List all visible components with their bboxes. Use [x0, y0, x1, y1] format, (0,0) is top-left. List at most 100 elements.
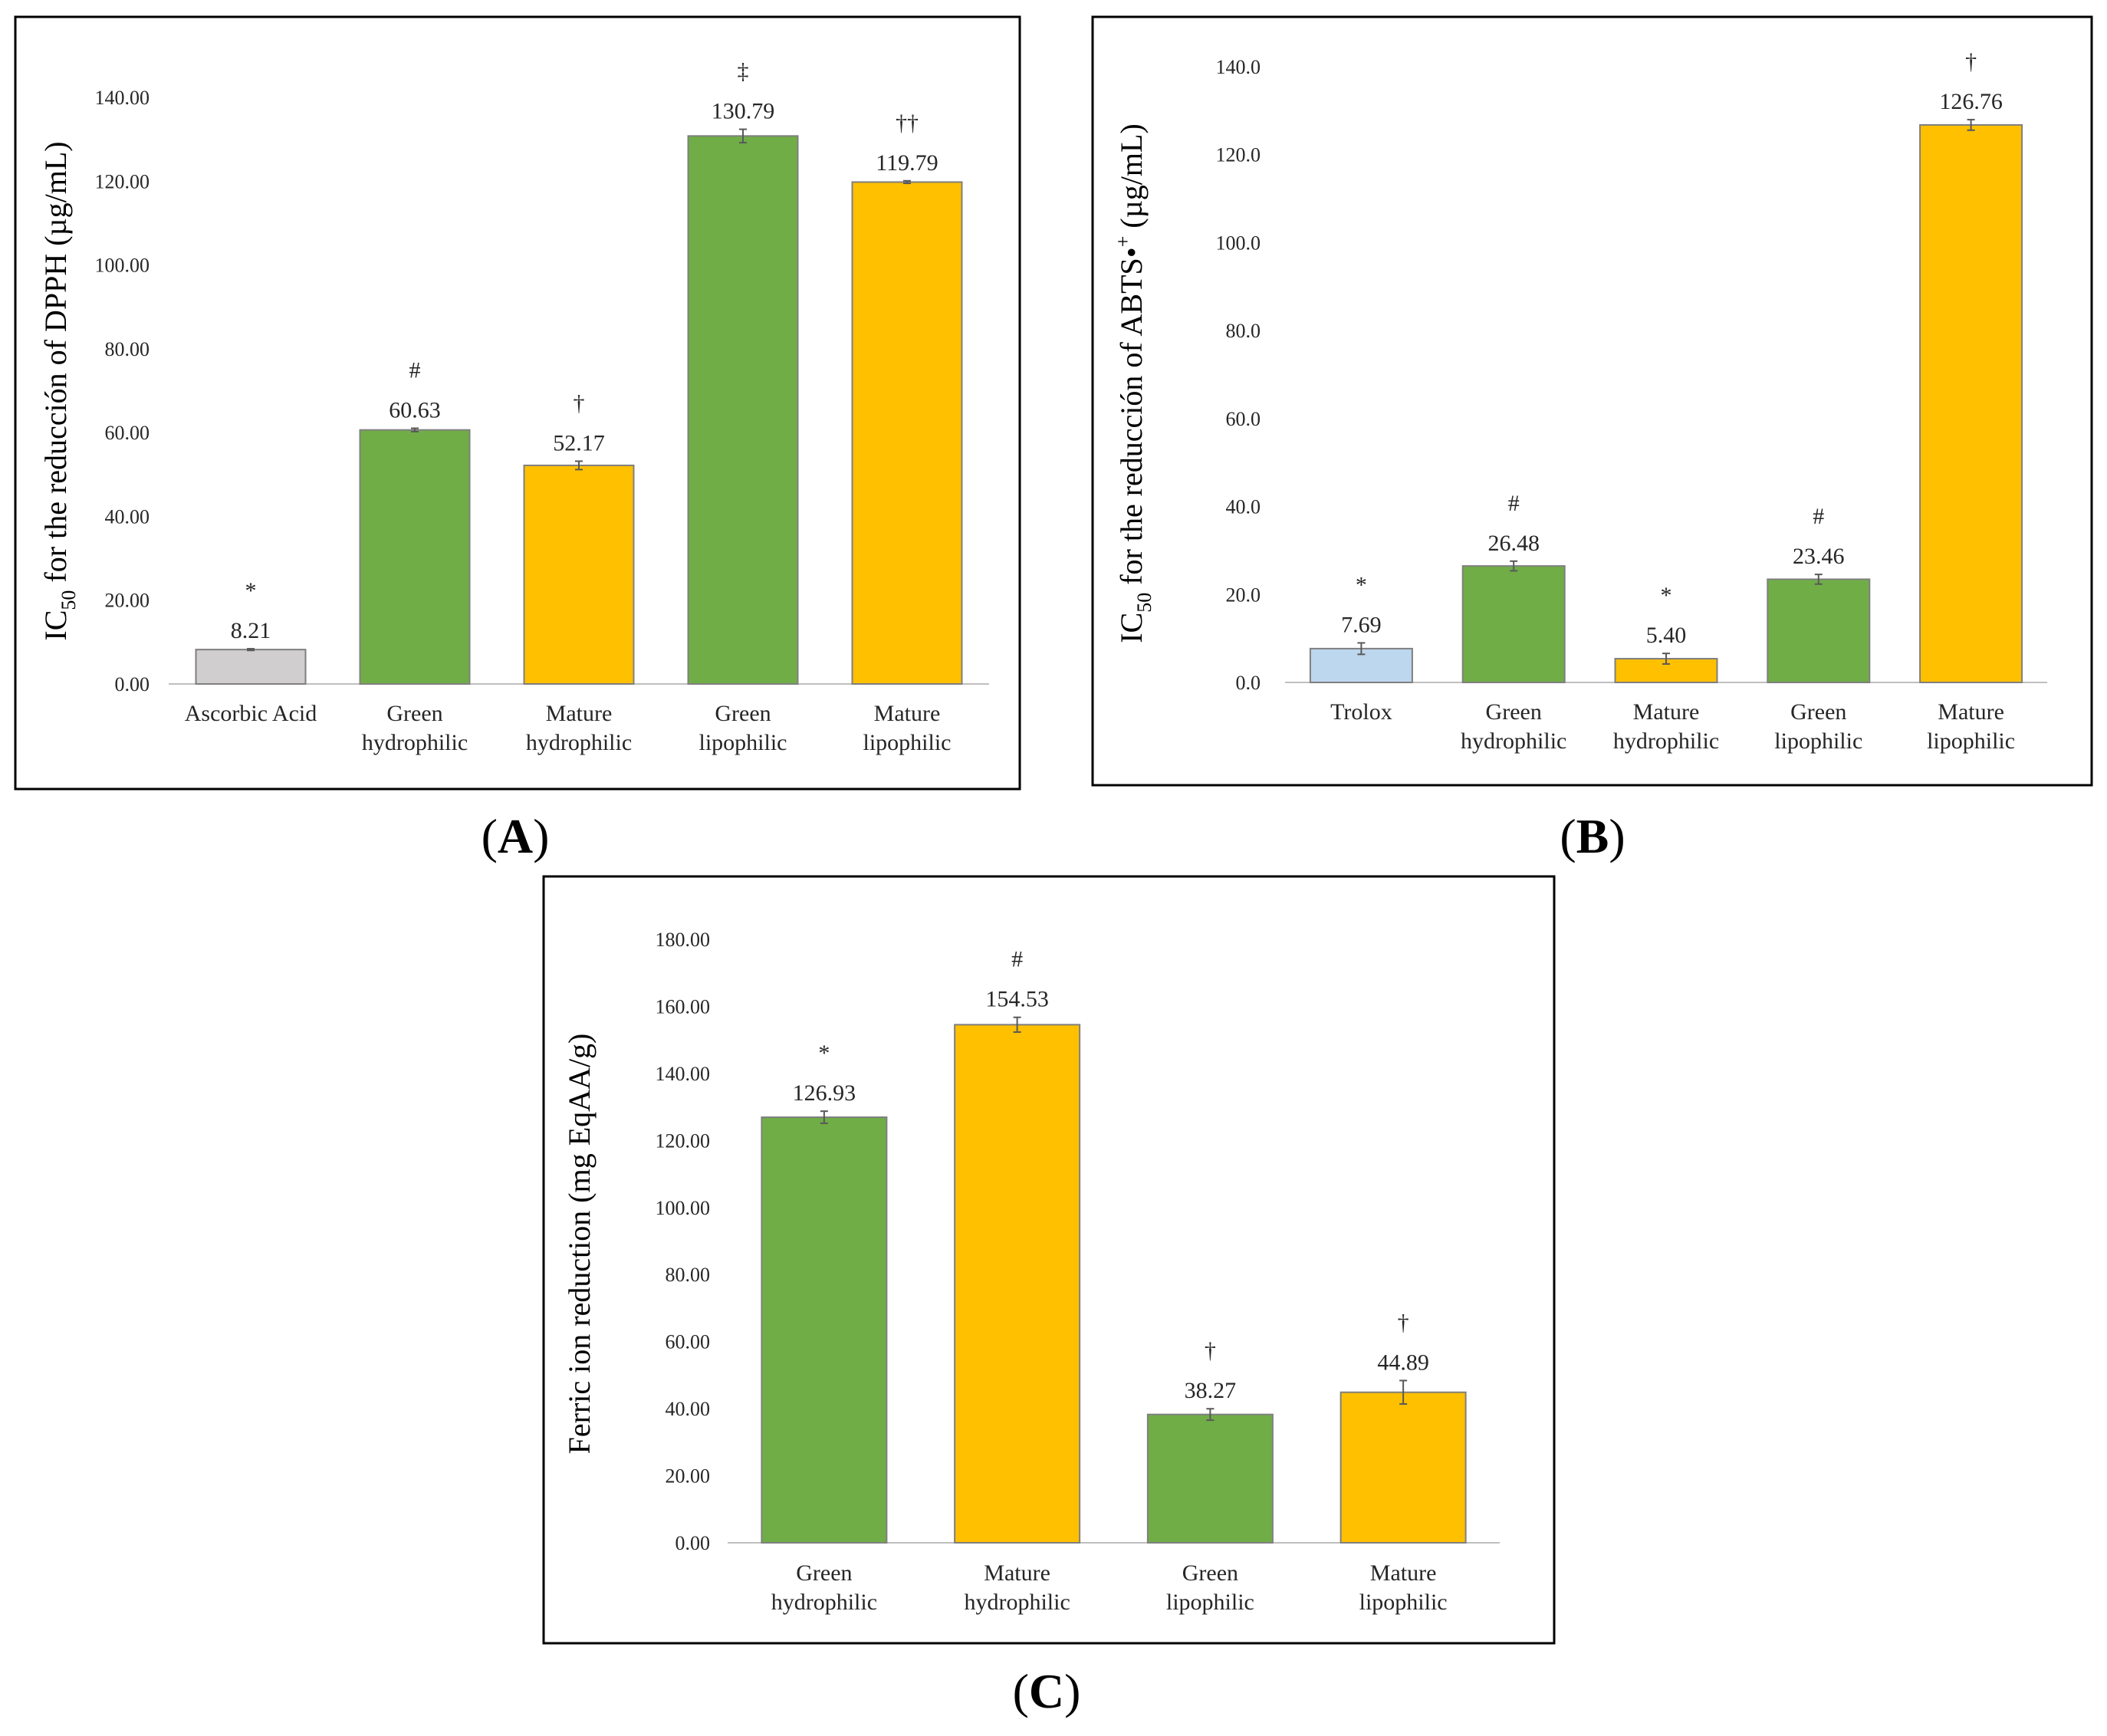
panel-c-ytick-label: 100.00 [656, 1197, 711, 1219]
panel-a-data-label: 8.21 [231, 618, 271, 643]
panel-a-ytick-label: 120.00 [95, 170, 150, 192]
panel-a-bar [359, 429, 471, 686]
panel-a-significance-mark: * [245, 578, 257, 603]
panel-a-ytick-label: 80.00 [105, 338, 150, 360]
panel-a-ytick-label: 0.00 [115, 673, 150, 695]
panel-b-significance-mark: † [1965, 49, 1977, 74]
panel-a-ytick-label: 20.00 [105, 590, 150, 612]
panel-a-category-label: Ascorbic Acid [185, 701, 317, 726]
panel-a-category-label: lipophilic [863, 730, 952, 755]
panel-a-y-title: IC50 for the reducción of DPPH (µg/mL) [38, 141, 80, 640]
panel-a-ytick-label: 100.00 [95, 255, 150, 277]
panel-a-significance-mark: # [409, 358, 421, 383]
panel-c-bar [1339, 1391, 1467, 1544]
panel-c-letter: (C) [1013, 1664, 1081, 1718]
panel-c-significance-mark: # [1011, 947, 1023, 972]
panel-c-significance-mark: * [818, 1041, 830, 1066]
panel-a-category-label: Green [715, 701, 771, 726]
panel-c-data-label: 44.89 [1377, 1350, 1429, 1375]
panel-a-category-label: Mature [546, 701, 613, 726]
panel-c-ytick-label: 140.00 [656, 1063, 711, 1085]
panel-a-category-label: hydrophilic [526, 730, 632, 755]
panel-a-ytick-label: 40.00 [105, 505, 150, 528]
panel-a-data-label: 119.79 [876, 150, 938, 176]
panel-c-category-label: Green [796, 1560, 852, 1586]
panel-b-category-label: Trolox [1330, 699, 1392, 725]
panel-b-ytick-label: 140.0 [1216, 56, 1261, 78]
panel-a-significance-mark: †† [896, 110, 919, 136]
panel-c-category-label: Green [1182, 1560, 1238, 1586]
panel-a-ytick-label: 140.00 [95, 87, 150, 109]
panel-a-letter: (A) [482, 809, 550, 863]
panel-b-ytick-label: 40.0 [1226, 496, 1261, 518]
panel-b-bar [1767, 578, 1871, 683]
panel-b-category-label: lipophilic [1774, 728, 1862, 754]
panel-c-ytick-label: 80.00 [666, 1264, 711, 1286]
panel-c-ytick-label: 0.00 [675, 1532, 711, 1554]
panel-b-ytick-label: 0.0 [1236, 672, 1261, 694]
panel-b-category-label: Mature [1633, 699, 1700, 725]
panel-c-ytick-label: 120.00 [656, 1129, 711, 1152]
panel-c-ytick-label: 60.00 [666, 1331, 711, 1353]
panel-b-data-label: 7.69 [1341, 612, 1382, 637]
panel-a-data-label: 60.63 [389, 398, 441, 423]
panel-b-significance-mark: * [1356, 572, 1367, 597]
panel-a-category-label: Green [386, 701, 442, 726]
panel-b-ytick-label: 100.0 [1216, 232, 1261, 254]
panel-b-data-label: 5.40 [1646, 623, 1687, 648]
panel-b-category-label: Mature [1938, 699, 2004, 725]
panel-b-category-label: hydrophilic [1461, 728, 1566, 754]
panel-c-ytick-label: 40.00 [666, 1398, 711, 1420]
panel-b-ytick-label: 80.0 [1226, 320, 1261, 342]
panel-c-plot: 0.00 20.00 40.00 60.00 80.00 100.00 120.00 140.… [656, 929, 1500, 1615]
panel-b-data-label: 126.76 [1939, 89, 2003, 114]
panel-a-significance-mark: ‡ [738, 59, 749, 84]
panel-c-category-label: lipophilic [1166, 1590, 1254, 1615]
panel-b-data-label: 23.46 [1793, 544, 1845, 569]
panel-c-significance-mark: † [1205, 1338, 1216, 1363]
panel-c-data-label: 38.27 [1185, 1378, 1237, 1403]
panel-b-y-title: IC50 for the reducción of ABTS•+ (µg/mL) [1112, 123, 1155, 643]
panel-c-data-label: 154.53 [985, 987, 1049, 1012]
panel-a-bar [523, 464, 635, 685]
panel-b-significance-mark: * [1661, 583, 1672, 608]
panel-b-data-label: 26.48 [1487, 531, 1540, 556]
panel-b-ytick-label: 60.0 [1226, 408, 1261, 430]
panel-c-ytick-label: 180.00 [656, 929, 711, 951]
panel-c-category-label: Mature [1370, 1560, 1437, 1586]
panel-c-y-title: Ferric ion reduction (mg EqAA/g) [562, 1034, 597, 1455]
panel-b-significance-mark: # [1813, 504, 1824, 529]
panel-a-bar [851, 181, 963, 685]
panel-c-category-label: hydrophilic [771, 1590, 877, 1615]
panel-c-bar [954, 1024, 1081, 1544]
panel-c-significance-mark: † [1398, 1310, 1409, 1335]
panel-c-category-label: hydrophilic [964, 1590, 1070, 1615]
panel-b-ytick-label: 120.0 [1216, 144, 1261, 166]
panel-b-ytick-label: 20.0 [1226, 584, 1261, 606]
panel-b-plot: 0.0 20.0 40.0 60.0 80.0 100.0 120.0 140.0 7.69 * T… [1216, 49, 2047, 754]
panel-a-data-label: 130.79 [712, 99, 775, 124]
panel-b-bar [1919, 123, 2023, 683]
panel-b-letter: (B) [1560, 809, 1625, 863]
panel-a-plot: 0.00 20.00 40.00 60.00 80.00 100.00 120.00 140.… [95, 59, 989, 755]
panel-c-bar [761, 1116, 888, 1544]
panel-b-category-label: hydrophilic [1613, 728, 1719, 754]
panel-a-category-label: hydrophilic [362, 730, 468, 755]
panel-a-bar [687, 135, 799, 686]
panel-a-data-label: 52.17 [553, 430, 605, 455]
panel-a-category-label: lipophilic [699, 730, 787, 755]
panel-c-category-label: lipophilic [1359, 1590, 1448, 1615]
panel-c-category-label: Mature [984, 1560, 1050, 1586]
panel-b-category-label: lipophilic [1927, 728, 2015, 754]
panel-b-category-label: Green [1790, 699, 1846, 725]
panel-a-ytick-label: 60.00 [105, 422, 150, 444]
panel-c-bar [1146, 1413, 1274, 1544]
panel-c-ytick-label: 20.00 [666, 1465, 711, 1488]
panel-b-bar [1461, 565, 1566, 683]
panel-c-ytick-label: 160.00 [656, 995, 711, 1018]
panel-c-data-label: 126.93 [793, 1080, 856, 1106]
panel-b-significance-mark: # [1508, 491, 1520, 516]
panel-a-bar [195, 649, 307, 686]
